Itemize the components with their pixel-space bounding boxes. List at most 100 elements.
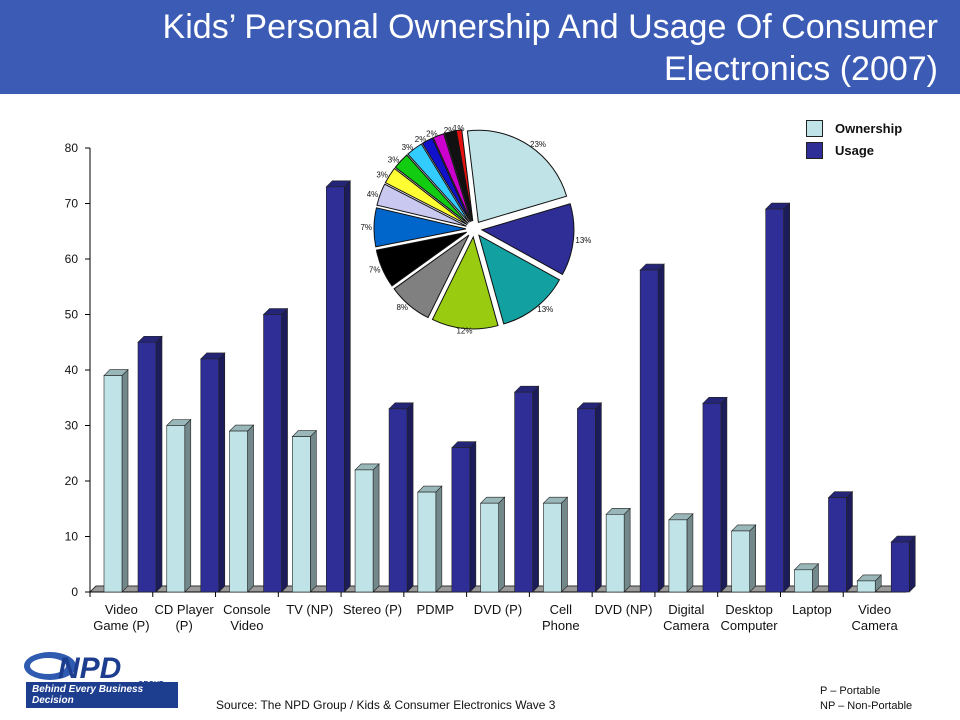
pie-slice [480,203,575,276]
bar-ownership [417,491,437,593]
pie-label: 3% [388,156,400,165]
pie-slice [478,234,561,325]
pie-label: 3% [376,170,388,179]
legend-label-ownership: Ownership [835,120,903,136]
bar-usage-side [657,263,665,593]
y-tick-label: 30 [65,419,79,433]
pie-label: 3% [402,143,414,152]
x-tick-label: Game (P) [93,618,149,633]
bar-usage-side [720,396,728,593]
bar-usage-side [406,402,414,593]
y-tick-label: 10 [65,530,79,544]
x-tick-label: DVD (NP) [595,602,653,617]
pie-slice [376,183,467,227]
pie-slice [393,234,470,319]
x-tick-label: Stereo (P) [343,602,402,617]
bar-usage-side [344,180,351,593]
pie-label: 4% [367,190,379,199]
bar-ownership-side [184,418,192,593]
pie-label: 7% [360,223,372,232]
bar-ownership-side [749,524,756,593]
y-tick-label: 80 [65,141,79,155]
slide-title-line2: Electronics (2007) [663,50,938,88]
pie-label: 2% [444,126,456,135]
bar-ownership-side [247,424,254,593]
pie-slice [373,207,467,248]
bar-ownership-side [623,507,631,593]
bar-ownership [480,502,499,593]
bar-usage [639,269,659,593]
legend-swatch-usage [806,141,823,159]
bar-ownership [668,519,688,593]
x-tick-label: Camera [663,618,710,633]
bar-usage [451,447,471,593]
x-tick-label: PDMP [416,602,454,617]
x-tick-label: Video [105,602,138,617]
logo-wordmark: NPD [58,652,121,685]
bar-usage [200,358,220,593]
bar-usage-side [595,402,602,593]
x-tick-label: DVD (P) [474,602,522,617]
y-tick-label: 40 [65,363,79,377]
pie-slice [394,154,469,224]
x-tick-label: Console [223,602,271,617]
pie-slice [466,129,568,223]
bar-usage [388,408,408,593]
x-tick-label: Cell [550,602,573,617]
bar-usage [577,408,596,593]
x-tick-label: CD Player [155,602,215,617]
pie-slice [431,235,499,330]
y-tick-label: 0 [71,585,78,599]
bar-usage [137,341,157,593]
bar-usage [890,541,910,593]
bar-ownership-side [498,496,505,593]
logo-tagline: Behind Every Business Decision [26,682,178,708]
pie-label: 2% [415,135,427,144]
x-tick-label: Phone [542,618,580,633]
bar-ownership [543,502,562,593]
bar-ownership-side [561,496,568,593]
bar-ownership [794,569,813,593]
bar-ownership [229,430,248,593]
bar-usage-side [532,385,539,593]
bar-usage-side [469,440,477,593]
legend-swatch-ownership [806,119,823,137]
chart-legend: Ownership Usage [806,117,902,161]
y-tick-label: 50 [65,308,79,322]
bar-usage-side [155,335,163,593]
pie-label: 13% [537,305,553,314]
pie-slice [421,137,471,223]
x-tick-label: Digital [668,602,704,617]
bar-usage-side [218,352,226,593]
bar-ownership-side [310,429,317,593]
bar-ownership [292,436,311,593]
x-tick-label: Laptop [792,602,832,617]
bar-usage [326,186,345,593]
pie-label: 2% [426,130,438,139]
pie-slice [432,133,472,222]
x-tick-label: Desktop [725,602,773,617]
title-bar: Kids’ Personal Ownership And Usage Of Co… [0,0,960,94]
bar-ownership [166,425,186,593]
npd-logo: NPD GROUP [24,652,164,688]
bar-ownership-side [435,485,443,593]
bar-usage-side [908,535,916,593]
x-tick-label: TV (NP) [286,602,333,617]
bar-usage-side [783,202,790,593]
bar-ownership [605,513,625,593]
x-tick-label: Video [858,602,891,617]
bar-usage [765,208,784,593]
bar-ownership [856,580,876,593]
y-tick-label: 70 [65,197,79,211]
bar-ownership [731,530,750,593]
legend-label-usage: Usage [835,142,875,158]
legend-item-usage: Usage [806,139,902,161]
pie-label: 12% [456,327,472,336]
note-non-portable: NP – Non-Portable [820,700,913,712]
pie-label: 13% [575,236,591,245]
bar-ownership [354,469,374,593]
bar-usage-side [846,490,853,593]
y-tick-label: 20 [65,474,79,488]
pie-label: 8% [396,303,408,312]
